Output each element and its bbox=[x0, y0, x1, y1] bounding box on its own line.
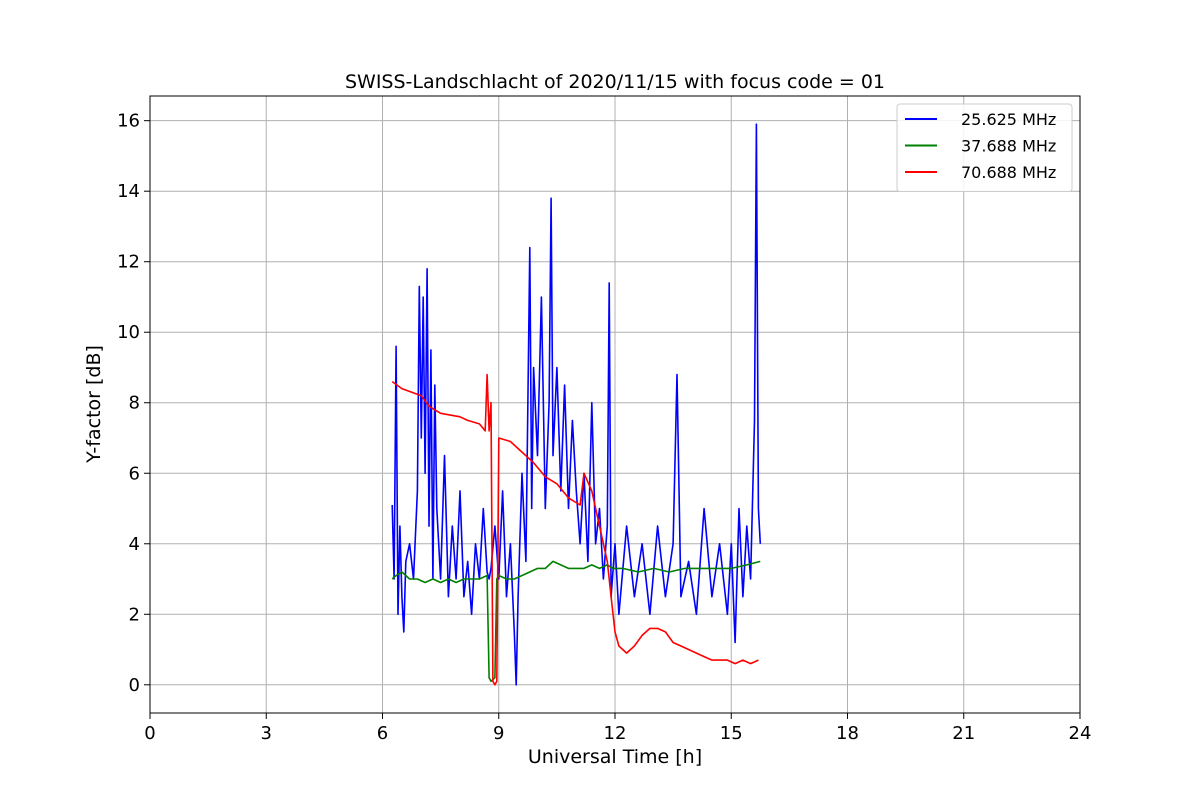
x-tick-label: 12 bbox=[604, 723, 627, 744]
x-tick-label: 0 bbox=[144, 723, 155, 744]
legend-label: 25.625 MHz bbox=[961, 110, 1056, 129]
y-tick-label: 6 bbox=[129, 463, 140, 484]
y-axis-label: Y-factor [dB] bbox=[83, 345, 105, 464]
y-tick-label: 2 bbox=[129, 604, 140, 625]
y-tick-label: 4 bbox=[129, 534, 140, 555]
x-axis-label: Universal Time [h] bbox=[528, 746, 702, 768]
x-tick-label: 6 bbox=[377, 723, 388, 744]
series-line-2 bbox=[391, 560, 761, 683]
x-tick-label: 9 bbox=[493, 723, 504, 744]
x-tick-label: 18 bbox=[836, 723, 859, 744]
y-tick-label: 14 bbox=[117, 181, 140, 202]
x-tick-label: 24 bbox=[1069, 723, 1092, 744]
legend-box bbox=[896, 103, 1073, 192]
x-axis-ticks: 0 3 6 9 12 15 18 21 24 bbox=[144, 713, 1091, 744]
y-axis-ticks: 0 2 4 6 8 10 12 14 16 bbox=[117, 111, 150, 696]
x-tick-label: 3 bbox=[261, 723, 272, 744]
x-tick-label: 21 bbox=[952, 723, 975, 744]
y-tick-label: 12 bbox=[117, 252, 140, 273]
series-line-3 bbox=[391, 373, 759, 686]
y-tick-label: 0 bbox=[129, 675, 140, 696]
series-line-1 bbox=[391, 123, 762, 686]
legend: 25.625 MHz 37.688 MHz 70.688 MHz bbox=[896, 103, 1073, 192]
legend-label: 70.688 MHz bbox=[961, 163, 1056, 182]
y-tick-label: 10 bbox=[117, 322, 140, 343]
y-tick-label: 16 bbox=[117, 111, 140, 132]
series-layer bbox=[391, 123, 762, 686]
chart-title: SWISS-Landschlacht of 2020/11/15 with fo… bbox=[345, 71, 885, 93]
x-tick-label: 15 bbox=[720, 723, 743, 744]
legend-label: 37.688 MHz bbox=[961, 137, 1056, 156]
y-tick-label: 8 bbox=[129, 393, 140, 414]
